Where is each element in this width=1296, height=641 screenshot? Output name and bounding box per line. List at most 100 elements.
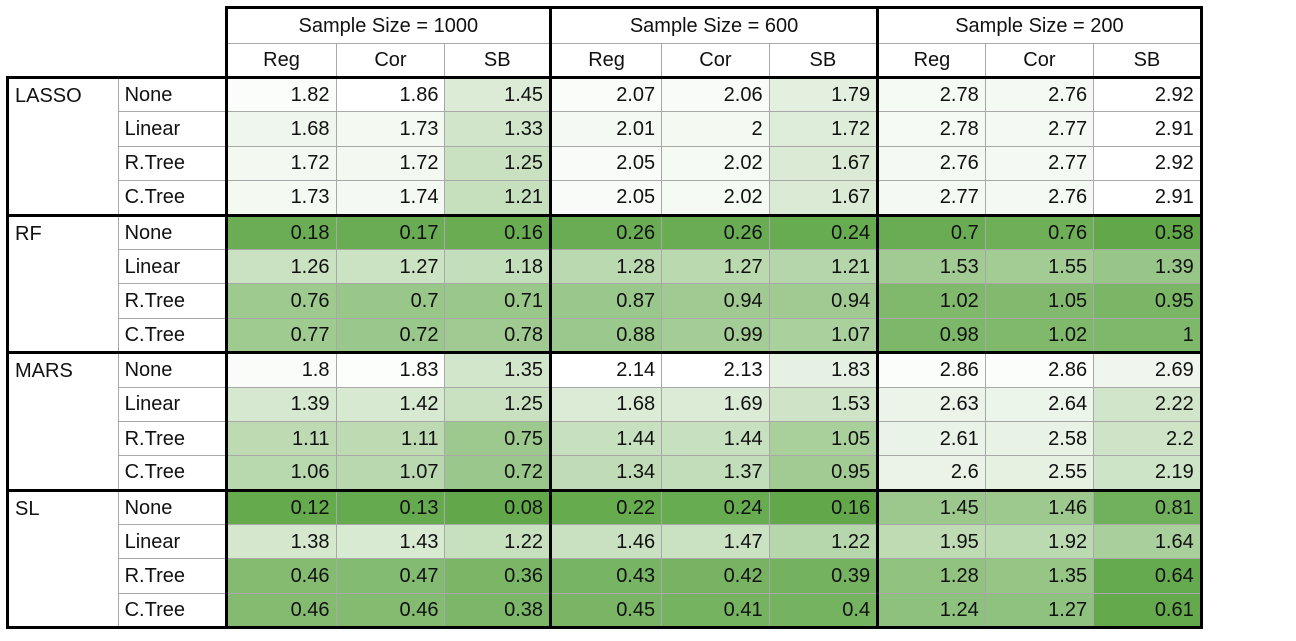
results-table: Sample Size = 1000 Sample Size = 600 Sampl… [6, 6, 1296, 630]
value-cell: 1.34 [549, 455, 663, 492]
value-cell: 2.77 [984, 145, 1095, 182]
value-cell: 1.06 [224, 455, 337, 492]
row-label: R.Tree [117, 558, 227, 594]
table-row: Linear 1.68 1.73 1.33 2.01 2 1.72 2.78 2.77 2.91 [8, 111, 1295, 147]
value-cell: 1.35 [444, 351, 553, 388]
value-cell: 0.41 [661, 592, 770, 630]
row-label: Linear [117, 524, 227, 560]
value-cell: 2.77 [876, 180, 986, 217]
value-cell: 0.47 [335, 558, 446, 594]
value-cell: 1.86 [335, 75, 446, 113]
value-cell: 0.7 [876, 213, 986, 250]
value-cell: 0.7 [335, 283, 446, 319]
table-row: R.Tree 0.46 0.47 0.36 0.43 0.42 0.39 1.28 1.35 0.… [8, 558, 1295, 594]
value-cell: 0.42 [661, 558, 770, 594]
table-row: C.Tree 0.77 0.72 0.78 0.88 0.99 1.07 0.98 1.02 1 [8, 317, 1295, 355]
value-cell: 2.91 [1093, 111, 1203, 147]
table-row: R.Tree 1.72 1.72 1.25 2.05 2.02 1.67 2.76 2.77 2.… [8, 145, 1295, 182]
value-cell: 1.47 [661, 524, 770, 560]
value-cell: 2.76 [984, 75, 1095, 113]
value-cell: 0.81 [1093, 488, 1203, 526]
value-cell: 0.13 [335, 488, 446, 526]
value-cell: 1 [1093, 317, 1203, 355]
header-row-columns: Reg Cor SB Reg Cor SB Reg Cor SB [8, 43, 1295, 79]
value-cell: 1.83 [335, 351, 446, 388]
value-cell: 0.26 [661, 213, 770, 250]
value-cell: 2.58 [984, 420, 1095, 457]
value-cell: 0.24 [768, 213, 880, 250]
value-cell: 2.92 [1093, 145, 1203, 182]
value-cell: 1.82 [224, 75, 337, 113]
value-cell: 0.18 [224, 213, 337, 250]
column-header: SB [1093, 43, 1203, 79]
value-cell: 2.78 [876, 75, 986, 113]
value-cell: 2.91 [1093, 180, 1203, 217]
value-cell: 1.05 [768, 420, 880, 457]
value-cell: 1.72 [224, 145, 337, 182]
value-cell: 0.77 [224, 317, 337, 355]
value-cell: 1.79 [768, 75, 880, 113]
row-label: None [117, 488, 227, 526]
value-cell: 2.86 [984, 351, 1095, 388]
value-cell: 0.22 [549, 488, 663, 526]
table-row: Linear 1.38 1.43 1.22 1.46 1.47 1.22 1.95 1.92 1.… [8, 524, 1295, 560]
row-label: R.Tree [117, 283, 227, 319]
value-cell: 1.28 [876, 558, 986, 594]
value-cell: 0.61 [1093, 592, 1203, 630]
value-cell: 0.43 [549, 558, 663, 594]
value-cell: 1.95 [876, 524, 986, 560]
value-cell: 1.21 [444, 180, 553, 217]
column-header: SB [444, 43, 553, 79]
column-group-header: Sample Size = 1000 [224, 6, 553, 44]
value-cell: 2.64 [984, 386, 1095, 422]
value-cell: 2.01 [549, 111, 663, 147]
column-header: Reg [224, 43, 337, 79]
value-cell: 1.18 [444, 248, 553, 285]
value-cell: 1.83 [768, 351, 880, 388]
row-label: C.Tree [117, 455, 227, 492]
value-cell: 1.8 [224, 351, 337, 388]
value-cell: 1.22 [768, 524, 880, 560]
blank-corner-cell [8, 44, 227, 78]
value-cell: 2.19 [1093, 455, 1203, 492]
value-cell: 2.02 [661, 145, 770, 182]
value-cell: 0.45 [549, 592, 663, 630]
value-cell: 1.69 [661, 386, 770, 422]
row-label: R.Tree [117, 145, 227, 182]
row-label: None [117, 75, 227, 113]
value-cell: 1.67 [768, 180, 880, 217]
value-cell: 0.46 [224, 558, 337, 594]
column-header: Cor [661, 43, 770, 79]
value-cell: 1.11 [224, 420, 337, 457]
value-cell: 0.08 [444, 488, 553, 526]
value-cell: 1.22 [444, 524, 553, 560]
value-cell: 1.39 [224, 386, 337, 422]
value-cell: 1.02 [984, 317, 1095, 355]
value-cell: 2.77 [984, 111, 1095, 147]
value-cell: 0.36 [444, 558, 553, 594]
column-group-header: Sample Size = 200 [876, 6, 1203, 44]
value-cell: 2.92 [1093, 75, 1203, 113]
value-cell: 0.94 [768, 283, 880, 319]
value-cell: 2.06 [661, 75, 770, 113]
value-cell: 1.21 [768, 248, 880, 285]
row-label: C.Tree [117, 592, 227, 630]
column-header: Cor [984, 43, 1095, 79]
value-cell: 1.39 [1093, 248, 1203, 285]
value-cell: 1.73 [335, 111, 446, 147]
value-cell: 1.67 [768, 145, 880, 182]
value-cell: 0.94 [661, 283, 770, 319]
table-row: RF None 0.18 0.17 0.16 0.26 0.26 0.24 0.7 0.76 0.5… [6, 213, 1295, 355]
column-header: Reg [876, 43, 986, 79]
value-cell: 1.33 [444, 111, 553, 147]
value-cell: 2.76 [876, 145, 986, 182]
value-cell: 0.58 [1093, 213, 1203, 250]
value-cell: 0.78 [444, 317, 553, 355]
value-cell: 1.44 [549, 420, 663, 457]
value-cell: 1.46 [984, 488, 1095, 526]
value-cell: 1.72 [768, 111, 880, 147]
value-cell: 2.22 [1093, 386, 1203, 422]
value-cell: 1.27 [984, 592, 1095, 630]
row-label: R.Tree [117, 420, 227, 457]
row-label: Linear [117, 248, 227, 285]
